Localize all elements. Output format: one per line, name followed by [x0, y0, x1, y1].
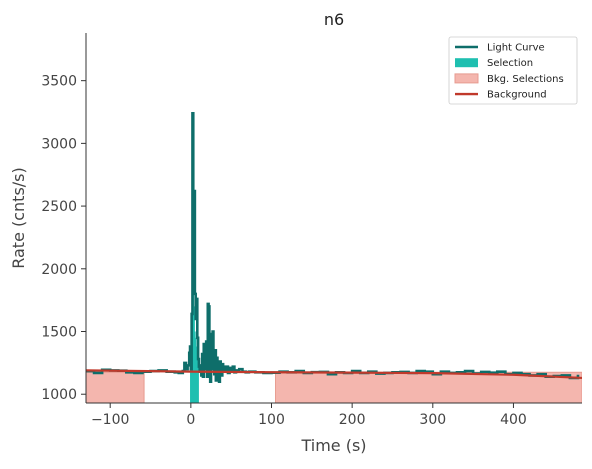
bkg-selection-region-1	[86, 371, 145, 403]
legend-label: Background	[487, 90, 547, 101]
y-axis-label: Rate (cnts/s)	[9, 167, 28, 269]
legend-label: Selection	[487, 58, 533, 69]
x-tick-label: 300	[419, 412, 446, 428]
background-layer	[86, 369, 582, 380]
x-ticks: −100 0 100 200 300 400	[91, 403, 527, 428]
y-tick-label: 2000	[41, 262, 77, 278]
x-tick-label: 0	[186, 412, 195, 428]
legend-swatch-3	[454, 73, 479, 84]
x-axis-label: Time (s)	[300, 436, 366, 455]
background-line	[86, 369, 582, 380]
bkg-selection-region-2	[275, 371, 582, 403]
chart-title: n6	[324, 10, 344, 29]
light-curve-layer	[86, 111, 580, 383]
y-tick-label: 2500	[41, 199, 77, 215]
x-tick-label: −100	[91, 412, 129, 428]
x-tick-label: 400	[500, 412, 527, 428]
legend-swatch-2	[455, 58, 478, 68]
legend-frame	[448, 36, 578, 105]
y-tick-label: 3500	[41, 74, 77, 90]
legend-label: Light Curve	[487, 43, 545, 54]
y-tick-label: 1000	[41, 387, 77, 403]
bkg-selection-layer	[86, 371, 582, 403]
x-tick-label: 100	[258, 412, 285, 428]
y-tick-label: 3000	[41, 136, 77, 152]
legend-label: Bkg. Selections	[487, 74, 564, 85]
y-tick-label: 1500	[41, 325, 77, 341]
legend: Light Curve Selection Bkg. Selections Backg…	[448, 36, 578, 105]
y-ticks: 1000 1500 2000 2500 3000 3500	[41, 74, 86, 403]
light-curve-line	[86, 111, 580, 383]
x-tick-label: 200	[339, 412, 366, 428]
